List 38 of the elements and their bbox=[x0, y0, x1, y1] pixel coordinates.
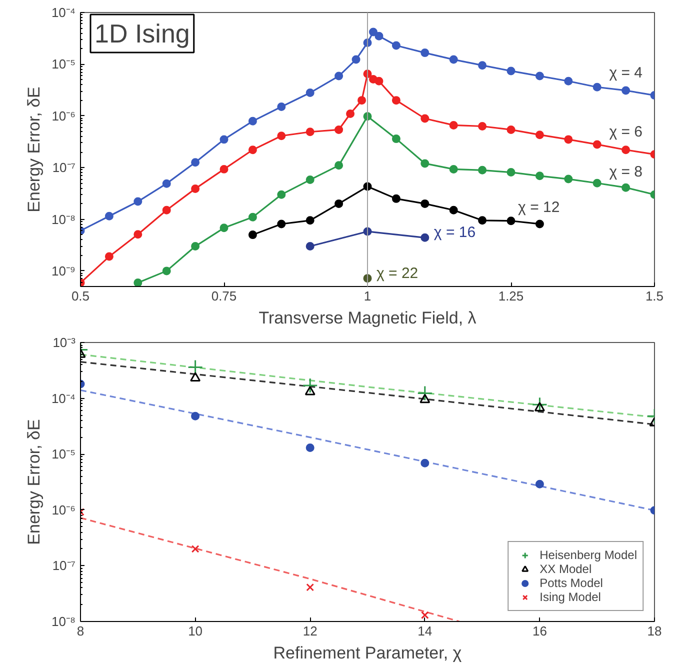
y-tick-label: 10⁻⁴ bbox=[51, 390, 76, 406]
y-tick-label: 10⁻⁶ bbox=[52, 502, 76, 518]
x-axis-title: Refinement Parameter, χ bbox=[273, 644, 462, 662]
legend-label: Ising Model bbox=[540, 590, 601, 604]
y-tick-label: 10⁻⁸ bbox=[52, 614, 76, 629]
series-label: χ = 16 bbox=[434, 224, 476, 242]
x-tick-label: 0.75 bbox=[211, 288, 237, 304]
y-tick-label: 10⁻³ bbox=[52, 335, 76, 350]
y-tick-label: 10⁻⁸ bbox=[52, 212, 76, 227]
y-axis-title: Energy Error, δE bbox=[24, 86, 44, 212]
x-tick-label: 1.25 bbox=[498, 288, 524, 304]
legend-label: Heisenberg Model bbox=[540, 548, 637, 562]
x-tick-label: 1 bbox=[364, 288, 372, 304]
y-tick-label: 10⁻⁵ bbox=[52, 446, 76, 462]
x-tick-label: 8 bbox=[76, 624, 84, 638]
x-tick-label: 1.5 bbox=[645, 288, 664, 304]
series-label: χ = 22 bbox=[376, 264, 418, 282]
series-label: χ = 8 bbox=[609, 164, 642, 181]
x-tick-label: 16 bbox=[532, 624, 547, 638]
series-label: χ = 12 bbox=[518, 198, 560, 216]
x-tick-label: 18 bbox=[647, 624, 662, 638]
x-axis-title: Transverse Magnetic Field, λ bbox=[258, 308, 477, 328]
y-tick-label: 10⁻⁵ bbox=[52, 56, 76, 72]
x-tick-label: 14 bbox=[418, 624, 432, 638]
y-tick-label: 10⁻⁶ bbox=[52, 108, 76, 124]
series-label: χ = 4 bbox=[609, 64, 642, 82]
x-tick-label: 12 bbox=[302, 624, 318, 638]
legend-label: Potts Model bbox=[540, 576, 603, 590]
x-tick-label: 0.5 bbox=[71, 288, 90, 304]
y-axis-title: Energy Error, δE bbox=[24, 419, 44, 545]
legend-label: XX Model bbox=[540, 562, 592, 576]
y-tick-label: 10⁻⁷ bbox=[52, 160, 76, 176]
series-label: χ = 6 bbox=[609, 123, 642, 140]
chart-title: 1D Ising bbox=[94, 18, 190, 48]
y-tick-label: 10⁻⁴ bbox=[51, 5, 76, 20]
y-tick-label: 10⁻⁷ bbox=[52, 558, 76, 574]
y-tick-label: 10⁻⁹ bbox=[51, 263, 76, 278]
x-tick-label: 10 bbox=[188, 624, 203, 638]
